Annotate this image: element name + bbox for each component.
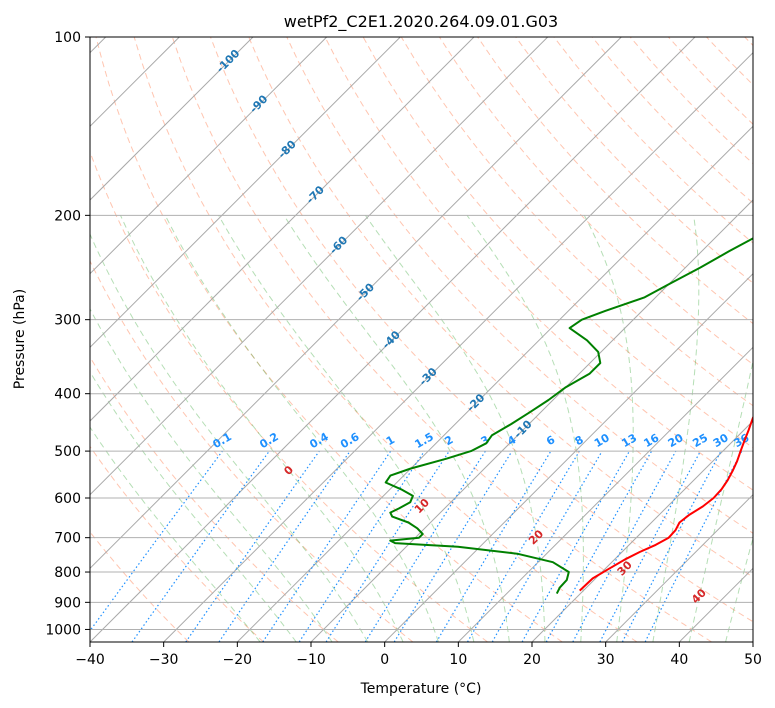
y-tick-label: 800 [54, 565, 81, 581]
isotherm-line [605, 493, 753, 642]
dry-adiabat-line [248, 37, 753, 578]
mixing-ratio-line [545, 450, 653, 642]
y-tick-label: 600 [54, 491, 81, 507]
y-tick-label: 900 [54, 595, 81, 611]
chart-title: wetPf2_C2E1.2020.264.09.01.G03 [284, 12, 558, 32]
y-tick-label: 100 [54, 30, 81, 46]
isotherm-line [384, 272, 753, 642]
x-tick-label: 20 [523, 652, 541, 668]
y-tick-label: 400 [54, 387, 81, 403]
x-tick-label: 40 [670, 652, 688, 668]
y-tick-label: 1000 [45, 622, 81, 638]
y-tick-label: 200 [54, 208, 81, 224]
dewpoint-line [384, 237, 753, 595]
mixing-ratio-line [521, 450, 631, 642]
dry-adiabat-line [90, 259, 414, 642]
isotherm-line [90, 37, 401, 349]
temperature-line [579, 415, 753, 592]
mixing-ratio-line [644, 450, 743, 642]
x-tick-label: −10 [296, 652, 326, 668]
mixing-ratio-line [572, 450, 677, 642]
isotherm-line [90, 37, 254, 201]
x-tick-label: 30 [597, 652, 615, 668]
moist-adiabat-line [364, 215, 546, 642]
pressure-gridlines [90, 37, 753, 630]
mixing-ratio-line [185, 450, 320, 642]
x-axis-ticks: −40 −30 −20 −10 0 10 20 30 40 50 [75, 642, 762, 668]
moist-adiabat-line [90, 426, 261, 642]
dry-adiabat-line [90, 356, 339, 642]
y-tick-label: 700 [54, 531, 81, 547]
mixing-ratio-line [90, 450, 223, 632]
dry-adiabat-line [210, 37, 753, 623]
y-tick-label: 500 [54, 444, 81, 460]
y-axis-label: Pressure (hPa) [12, 289, 28, 389]
isotherm-line [90, 37, 475, 422]
isotherm-line [90, 37, 696, 642]
isotherm-line [90, 37, 622, 570]
moist-adiabat-line [466, 215, 584, 642]
x-tick-label: 10 [449, 652, 467, 668]
isotherm-line [90, 37, 549, 496]
sounding-series [384, 237, 753, 595]
dry-adiabat-line [133, 37, 638, 642]
mixing-ratio-line [393, 450, 513, 642]
moist-adiabat-line [90, 308, 333, 642]
dry-adiabat-line [324, 37, 753, 491]
x-tick-label: −40 [75, 652, 105, 668]
moist-adiabat-line [652, 215, 700, 642]
x-tick-label: 0 [380, 652, 389, 668]
x-tick-label: −30 [149, 652, 179, 668]
dry-adiabat-line [515, 37, 753, 284]
isotherm-line [90, 37, 328, 275]
dry-adiabat-line [90, 445, 264, 642]
isotherm-line [310, 199, 753, 642]
moist-adiabat-line [90, 232, 369, 642]
moist-adiabat-line [583, 215, 634, 642]
y-tick-label: 300 [54, 313, 81, 329]
isotherm-line [531, 420, 753, 642]
mixing-ratio-line [218, 450, 351, 642]
isotherm-line [236, 125, 753, 642]
x-tick-label: 50 [744, 652, 762, 668]
x-tick-label: −20 [223, 652, 253, 668]
dry-adiabat-line [95, 37, 563, 642]
moist-adiabat-line [120, 215, 404, 642]
moist-adiabat-line [218, 215, 475, 642]
x-axis-label: Temperature (°C) [360, 681, 482, 697]
mixing-ratio-line [325, 450, 450, 642]
moist-adiabat-line [90, 370, 297, 642]
y-axis-ticks: 100 200 300 400 500 600 700 800 900 1000 [45, 30, 90, 638]
isotherm-line [457, 346, 753, 642]
isotherm-line [163, 51, 753, 642]
mixing-ratio-line [131, 450, 270, 642]
reference-lines [90, 37, 753, 642]
mixing-ratio-line [298, 450, 425, 642]
dry-adiabat-line [171, 37, 712, 642]
plot-frame [89, 36, 754, 643]
dry-adiabat-line [286, 37, 753, 534]
mixing-ratio-line [262, 450, 392, 642]
moist-adiabat-line [283, 215, 510, 642]
